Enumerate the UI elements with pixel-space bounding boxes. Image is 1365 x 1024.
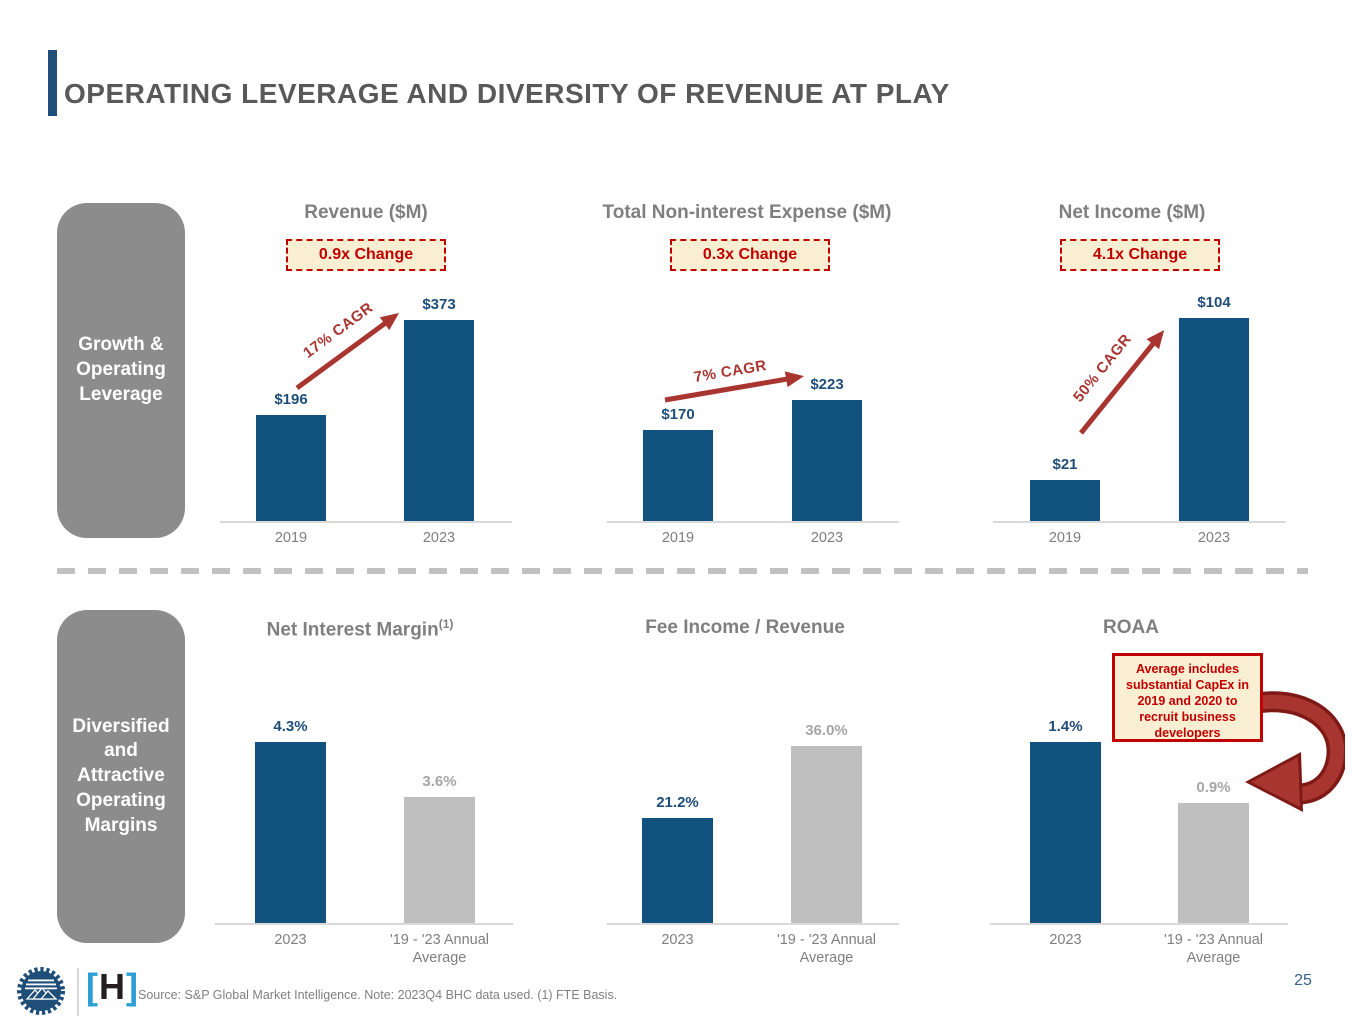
x-axis-category-label: 2019: [661, 530, 695, 546]
cagr-arrow-line: [1079, 330, 1165, 435]
cagr-label-net-income: 50% CAGR: [1070, 331, 1135, 406]
x-axis-line: [990, 923, 1288, 925]
bar-value-label: 0.9%: [1196, 779, 1231, 796]
bar-2019: [1030, 480, 1100, 521]
chart-title-noninterest-expense: Total Non-interest Expense ($M): [577, 202, 917, 224]
bar--19-23-annual-average: [791, 746, 862, 923]
chart-title-noninterest-expense-text: Total Non-interest Expense ($M): [602, 202, 892, 223]
x-axis-category-label: 2023: [274, 932, 307, 948]
x-axis-line: [220, 521, 512, 523]
bar-2023: [255, 742, 326, 923]
source-note: Source: S&P Global Market Intelligence. …: [138, 988, 618, 1002]
cagr-label-revenue: 17% CAGR: [300, 299, 376, 362]
bar-value-label: $170: [661, 406, 695, 423]
seal-mountain: [39, 990, 58, 1000]
cagr-arrow-revenue: 17% CAGR: [295, 299, 400, 391]
x-axis-category-label: 2023: [661, 932, 694, 948]
x-axis-line: [607, 521, 899, 523]
bar-2023: [1030, 742, 1101, 923]
bar-value-label: $223: [810, 376, 844, 393]
x-axis-category-label: '19 - '23 Annual Average: [1163, 932, 1264, 967]
h-logo-open-bracket: [: [86, 966, 99, 1007]
curved-arrow-head: [1251, 757, 1300, 807]
x-axis-line: [993, 521, 1286, 523]
bar-value-label: $196: [274, 391, 308, 408]
x-axis-category-label: 2023: [1049, 932, 1082, 948]
change-badge-revenue: 0.9x Change: [286, 239, 446, 271]
h-brand-logo: [H]: [86, 966, 139, 1008]
bar-2023: [1179, 318, 1249, 521]
chart-title-revenue: Revenue ($M): [196, 202, 536, 224]
footer-logo-separator: [77, 968, 79, 1016]
bar-2019: [256, 415, 326, 521]
chart-title-fee-income-text: Fee Income / Revenue: [645, 617, 845, 638]
cagr-arrow-line: [664, 371, 804, 403]
x-axis-category-label: '19 - '23 Annual Average: [389, 932, 490, 967]
chart-title-nim-footnote-marker: (1): [438, 617, 454, 631]
chart-title-fee-income-revenue: Fee Income / Revenue: [575, 617, 915, 639]
chart-title-roaa-text: ROAA: [1103, 617, 1159, 638]
seal-sun-stripe: [26, 983, 56, 986]
page-title: OPERATING LEVERAGE AND DIVERSITY OF REVE…: [64, 78, 950, 109]
x-axis-category-label: '19 - '23 Annual Average: [776, 932, 877, 967]
title-accent-bar: [48, 50, 57, 116]
bar-2019: [643, 430, 713, 521]
x-axis-category-label: 2023: [422, 530, 456, 546]
bar-value-label: 3.6%: [422, 773, 457, 790]
bar-value-label: $104: [1197, 294, 1231, 311]
cagr-arrow-net-income: 50% CAGR: [1070, 330, 1165, 435]
section-divider: [57, 568, 1308, 574]
bar--19-23-annual-average: [1178, 803, 1249, 923]
bar-value-label: 1.4%: [1048, 718, 1083, 735]
sidebar-growth-operating-leverage: Growth & Operating Leverage: [57, 203, 185, 538]
cagr-label-expense: 7% CAGR: [693, 357, 768, 386]
bar-2023: [792, 400, 862, 521]
chart-title-net-income-text: Net Income ($M): [1058, 202, 1206, 223]
bar-2023: [404, 320, 474, 521]
cagr-arrow-expense: 7% CAGR: [664, 357, 804, 403]
bar-2023: [642, 818, 713, 923]
bar-value-label: $373: [422, 296, 456, 313]
chart-title-net-income: Net Income ($M): [962, 202, 1302, 224]
company-seal-logo: [17, 967, 65, 1015]
seal-sun-stripe: [28, 979, 54, 982]
callout-capex-note: Average includes substantial CapEx in 20…: [1112, 653, 1263, 742]
h-logo-close-bracket: ]: [126, 966, 139, 1007]
cagr-arrow-line: [295, 313, 400, 391]
x-axis-line: [215, 923, 513, 925]
x-axis-category-label: 2023: [1197, 530, 1231, 546]
x-axis-line: [607, 923, 899, 925]
bar-value-label: 36.0%: [805, 722, 848, 739]
h-logo-letter: H: [99, 966, 126, 1007]
change-badge-net-income: 4.1x Change: [1060, 239, 1220, 271]
bar-value-label: $21: [1052, 456, 1078, 473]
chart-title-net-interest-margin: Net Interest Margin(1): [190, 617, 530, 641]
chart-title-roaa: ROAA: [961, 617, 1301, 639]
bar-value-label: 21.2%: [656, 794, 699, 811]
page-number: 25: [1294, 972, 1312, 989]
x-axis-category-label: 2019: [274, 530, 308, 546]
bar--19-23-annual-average: [404, 797, 475, 923]
bar-value-label: 4.3%: [273, 718, 308, 735]
curved-arrow-band: [1243, 694, 1344, 801]
change-badge-expense: 0.3x Change: [670, 239, 830, 271]
x-axis-category-label: 2023: [810, 530, 844, 546]
chart-title-revenue-text: Revenue ($M): [304, 202, 428, 223]
chart-title-nim-text: Net Interest Margin: [266, 619, 439, 641]
callout-curved-arrow: [1243, 691, 1345, 812]
sidebar-diversified-margins: Diversified and Attractive Operating Mar…: [57, 610, 185, 943]
x-axis-category-label: 2019: [1048, 530, 1082, 546]
